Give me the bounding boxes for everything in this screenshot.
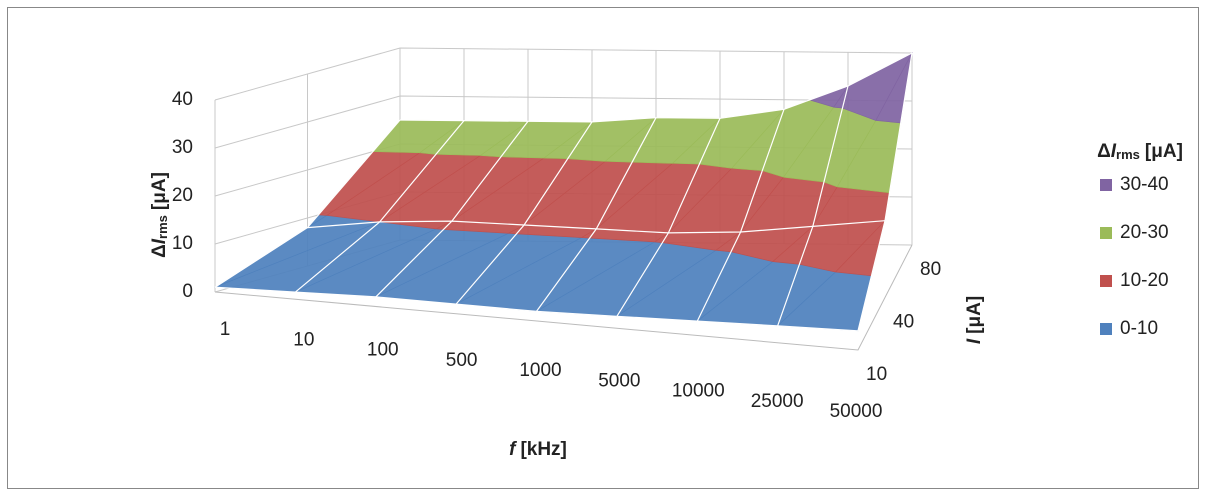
z-tick-label: 10 [866,364,887,385]
y-tick-label: 40 [172,89,193,110]
x-tick-label: 5000 [598,370,640,391]
legend-label: 10-20 [1120,270,1169,291]
legend-label: 20-30 [1120,222,1169,243]
grid-line [214,47,913,101]
label-part: Δ [149,244,170,258]
label-part: I [149,238,170,244]
legend-title: ΔIrms [μA] [1097,141,1183,162]
z-tick-label: 40 [893,312,914,333]
surface-line [214,286,859,332]
x-axis-title: f [kHz] [509,439,567,460]
legend-swatch [1100,275,1112,287]
x-tick-label: 10 [293,329,314,350]
surface-line [307,220,886,234]
surface-line [399,52,913,123]
label-part: [μA] [149,172,170,210]
floor-edge [214,244,913,351]
x-tick-label: 25000 [751,391,804,412]
label-part: I [1111,141,1117,162]
z-axis-title: I [μA] [964,296,985,344]
legend-label: 30-40 [1120,174,1169,195]
label-part: [μA] [1145,141,1183,162]
y-tick-label: 20 [172,185,193,206]
y-tick-label: 10 [172,233,193,254]
x-tick-label: 1 [220,319,231,340]
legend-swatch [1100,323,1112,335]
legend-swatch [1100,227,1112,239]
x-tick-label: 50000 [830,401,883,422]
x-tick-label: 1000 [519,360,561,381]
label-part: I [964,338,985,344]
label-part: f [509,439,517,460]
y-axis-title: ΔIrms [μA] [149,172,170,258]
z-tick-label: 80 [920,259,941,280]
label-part: [μA] [964,296,985,334]
label-part: rms [1116,147,1140,162]
label-part: Δ [1097,141,1111,162]
y-tick-label: 0 [182,281,193,302]
x-tick-label: 500 [446,350,478,371]
label-part: [kHz] [520,439,566,460]
legend-swatch [1100,179,1112,191]
legend-label: 0-10 [1120,318,1158,339]
label-part: rms [155,215,170,239]
grid-line [214,95,913,149]
x-tick-label: 10000 [672,381,725,402]
y-tick-label: 30 [172,137,193,158]
x-tick-label: 100 [367,340,399,361]
